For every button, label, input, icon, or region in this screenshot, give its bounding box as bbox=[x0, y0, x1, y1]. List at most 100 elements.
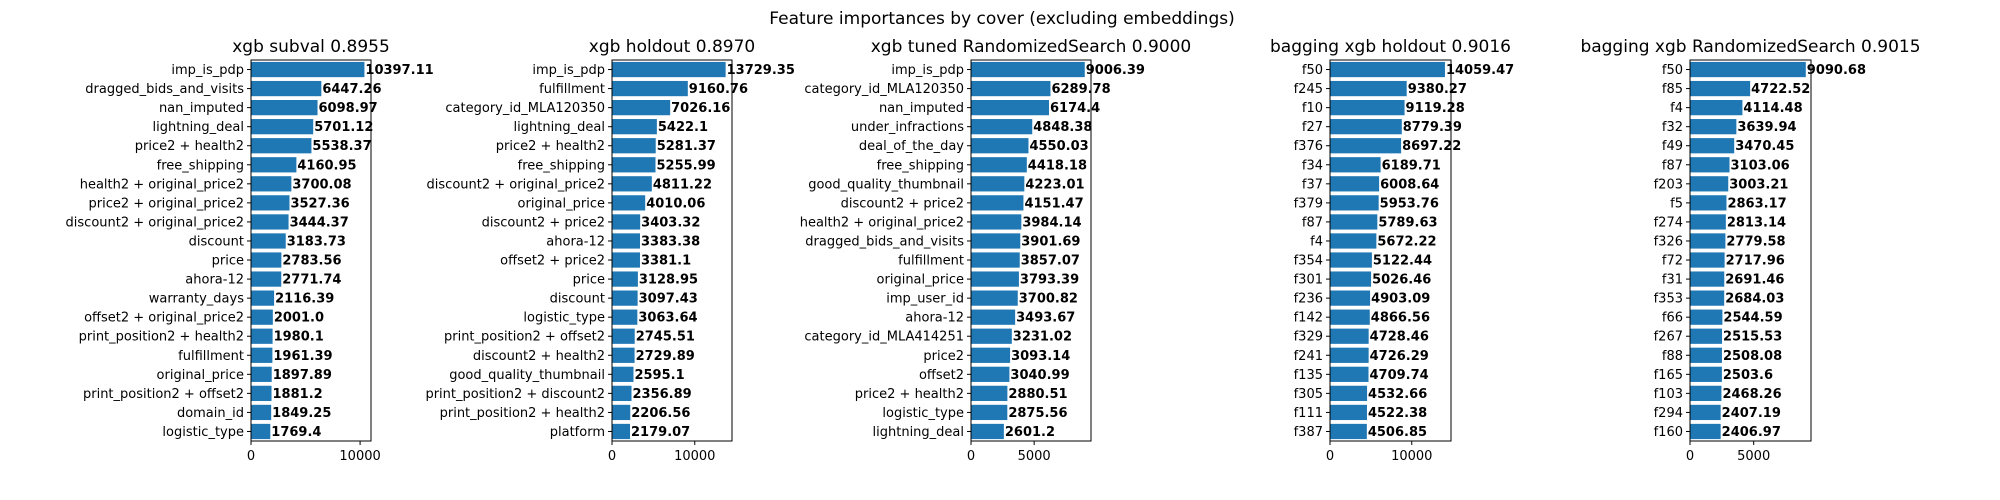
bar bbox=[1690, 214, 1726, 230]
data-label: 2515.53 bbox=[1723, 330, 1782, 345]
bar bbox=[1330, 347, 1369, 363]
data-label: 5255.99 bbox=[657, 158, 716, 173]
data-label: 3700.82 bbox=[1019, 292, 1078, 307]
y-tick-label: f27 bbox=[1302, 120, 1323, 135]
bar bbox=[1330, 61, 1445, 78]
data-label: 4532.66 bbox=[1368, 387, 1427, 402]
bar bbox=[971, 290, 1018, 306]
bar bbox=[1690, 80, 1751, 97]
y-tick-label: f301 bbox=[1294, 273, 1323, 288]
y-tick-label: print_position2 + health2 bbox=[440, 406, 605, 421]
bar bbox=[971, 157, 1027, 173]
y-tick-label: under_infractions bbox=[851, 120, 964, 135]
bar bbox=[971, 214, 1022, 230]
bar bbox=[612, 328, 635, 344]
data-label: 4151.47 bbox=[1024, 196, 1083, 211]
bar bbox=[1330, 80, 1407, 97]
bar bbox=[251, 119, 314, 135]
data-label: 6289.78 bbox=[1051, 82, 1110, 97]
data-label: 3901.69 bbox=[1021, 234, 1080, 249]
data-label: 3383.38 bbox=[641, 234, 700, 249]
x-tick-label: 10000 bbox=[674, 449, 715, 464]
x-tick-label: 0 bbox=[1326, 449, 1334, 464]
bar bbox=[1690, 195, 1727, 211]
bar bbox=[251, 271, 282, 287]
y-tick-label: f85 bbox=[1662, 82, 1683, 97]
y-tick-label: category_id_MLA120350 bbox=[445, 101, 605, 116]
bar bbox=[612, 176, 652, 192]
bar bbox=[1690, 252, 1725, 268]
y-tick-label: category_id_MLA414251 bbox=[804, 330, 964, 345]
y-tick-label: platform bbox=[550, 425, 605, 440]
data-label: 2863.17 bbox=[1727, 196, 1786, 211]
data-label: 3403.32 bbox=[641, 215, 700, 230]
data-label: 2503.6 bbox=[1723, 368, 1773, 383]
chart-panel: f50 f245 f10 f27 f376 f34 f37 f379 f87 f4 f354 f301… bbox=[1270, 37, 1514, 464]
bar bbox=[1690, 119, 1737, 135]
chart-panel: imp_is_pdp category_id_MLA120350 nan_imput… bbox=[800, 37, 1192, 464]
y-tick-label: f165 bbox=[1654, 368, 1683, 383]
y-tick-label: print_position2 + offset2 bbox=[83, 387, 244, 402]
data-label: 2779.58 bbox=[1726, 234, 1785, 249]
y-tick-label: logistic_type bbox=[882, 406, 964, 421]
y-tick-label: price2 + original_price2 bbox=[89, 196, 245, 211]
bar bbox=[1330, 290, 1371, 306]
data-label: 4223.01 bbox=[1025, 177, 1084, 192]
x-tick-label: 0 bbox=[247, 449, 255, 464]
data-label: 2179.07 bbox=[631, 425, 690, 440]
bar bbox=[1690, 176, 1729, 192]
data-label: 2880.51 bbox=[1008, 387, 1067, 402]
y-tick-label: imp_is_pdp bbox=[171, 63, 244, 78]
bar bbox=[251, 138, 312, 154]
y-tick-label: f294 bbox=[1654, 406, 1683, 421]
bar bbox=[612, 404, 631, 421]
y-tick-label: f88 bbox=[1662, 349, 1683, 364]
data-label: 4866.56 bbox=[1371, 311, 1430, 326]
y-tick-label: original_price bbox=[157, 368, 244, 383]
data-label: 4726.29 bbox=[1370, 349, 1429, 364]
bar bbox=[251, 176, 292, 192]
data-label: 3040.99 bbox=[1010, 368, 1069, 383]
bar bbox=[612, 100, 671, 116]
bar bbox=[1690, 385, 1722, 401]
data-label: 1769.4 bbox=[271, 425, 321, 440]
data-label: 4722.52 bbox=[1751, 82, 1810, 97]
bar bbox=[1330, 119, 1402, 135]
bar bbox=[1690, 271, 1725, 287]
x-tick-label: 5000 bbox=[1018, 449, 1051, 464]
bar bbox=[1330, 138, 1402, 154]
bar bbox=[1330, 252, 1372, 268]
bar bbox=[971, 138, 1029, 154]
y-tick-label: f353 bbox=[1654, 292, 1683, 307]
y-tick-label: lightning_deal bbox=[153, 120, 244, 135]
data-label: 2595.1 bbox=[634, 368, 684, 383]
bar bbox=[1690, 309, 1723, 325]
data-label: 5281.37 bbox=[657, 139, 716, 154]
data-label: 4550.03 bbox=[1029, 139, 1088, 154]
y-tick-label: print_position2 + health2 bbox=[79, 330, 244, 345]
y-tick-label: warranty_days bbox=[149, 292, 244, 307]
y-tick-label: lightning_deal bbox=[873, 425, 964, 440]
data-label: 3527.36 bbox=[290, 196, 349, 211]
data-label: 2544.59 bbox=[1723, 311, 1782, 326]
bar bbox=[612, 61, 726, 78]
chart-panels: imp_is_pdp dragged_bids_and_visits nan_imp… bbox=[66, 37, 1921, 464]
y-tick-label: f4 bbox=[1670, 101, 1683, 116]
bar bbox=[1330, 195, 1379, 211]
data-label: 4709.74 bbox=[1370, 368, 1429, 383]
bar bbox=[971, 404, 1008, 421]
y-tick-label: discount2 + health2 bbox=[473, 349, 605, 364]
y-tick-label: ahora-12 bbox=[546, 234, 605, 249]
data-label: 1881.2 bbox=[273, 387, 323, 402]
y-tick-label: free_shipping bbox=[157, 158, 244, 173]
data-label: 2116.39 bbox=[275, 292, 334, 307]
y-tick-label: f5 bbox=[1670, 196, 1683, 211]
bar bbox=[971, 80, 1051, 97]
y-tick-label: price2 bbox=[923, 349, 964, 364]
y-tick-label: f387 bbox=[1294, 425, 1323, 440]
bar bbox=[612, 233, 640, 249]
chart-title: xgb tuned RandomizedSearch 0.9000 bbox=[871, 37, 1192, 57]
bar bbox=[251, 80, 322, 97]
axes-frame bbox=[1689, 59, 1812, 442]
y-tick-label: category_id_MLA120350 bbox=[804, 82, 964, 97]
